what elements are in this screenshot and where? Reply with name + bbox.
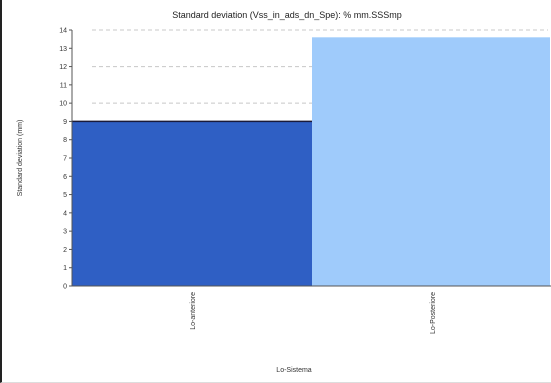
y-tick-label: 3 [63,229,67,236]
y-tick-label: 7 [63,156,67,163]
y-tick-label: 5 [63,192,67,199]
y-tick-label: 14 [59,28,67,35]
bars [72,37,550,286]
y-tick-label: 10 [59,101,67,108]
y-tick-label: 2 [63,247,67,254]
y-tick-label: 13 [59,46,67,53]
bar [312,37,550,286]
y-tick-label: 4 [63,210,67,217]
y-tick-label: 0 [63,284,67,291]
bar [72,121,312,286]
y-tick-label: 11 [60,82,67,89]
y-axis-label: Standard deviation (mm) [17,120,24,197]
y-tick-label: 9 [63,119,67,126]
y-tick-label: 1 [63,265,67,272]
x-tick-label: Lo-Posteriore [430,292,437,334]
x-tick-label: Lo-anteriore [190,292,197,330]
y-tick-label: 6 [63,174,67,181]
x-axis-ticks: Lo-anteriore Lo-Posteriore [190,292,437,334]
x-axis-label: Lo-Sistema [276,367,312,374]
y-tick-label: 12 [59,64,67,71]
chart-title: Standard deviation (Vss_in_ads_dn_Spe): … [172,10,402,20]
y-tick-label: 8 [63,137,67,144]
